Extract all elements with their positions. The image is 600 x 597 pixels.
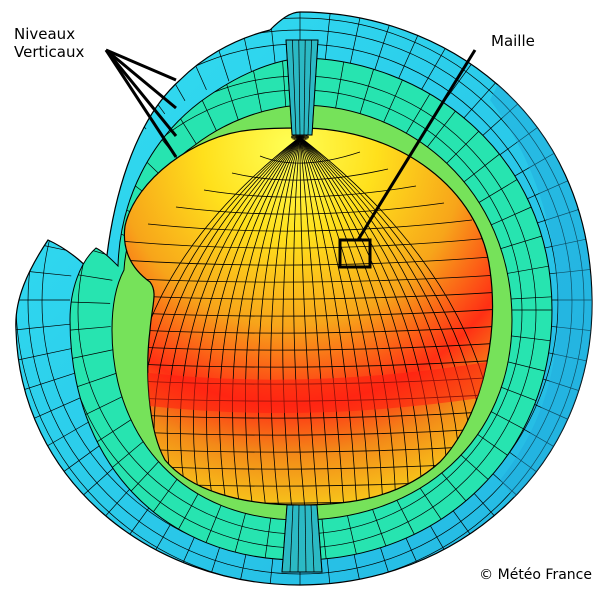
copyright-notice: © Météo France: [479, 567, 592, 583]
south-pole-shaft: [281, 504, 323, 573]
vertical-levels-pointers: [104, 48, 178, 158]
south-shaft-lines: [281, 504, 323, 573]
vertical-levels-label-line2: Verticaux: [14, 43, 85, 61]
cell-label: Maille: [491, 32, 535, 50]
north-shaft-lines: [285, 39, 319, 136]
vertical-levels-label-line1: Niveaux: [14, 25, 76, 43]
vertical-levels-label: Niveaux Verticaux: [14, 25, 84, 61]
cell-pointer-line: [356, 49, 477, 241]
highlighted-cell: [338, 238, 372, 269]
